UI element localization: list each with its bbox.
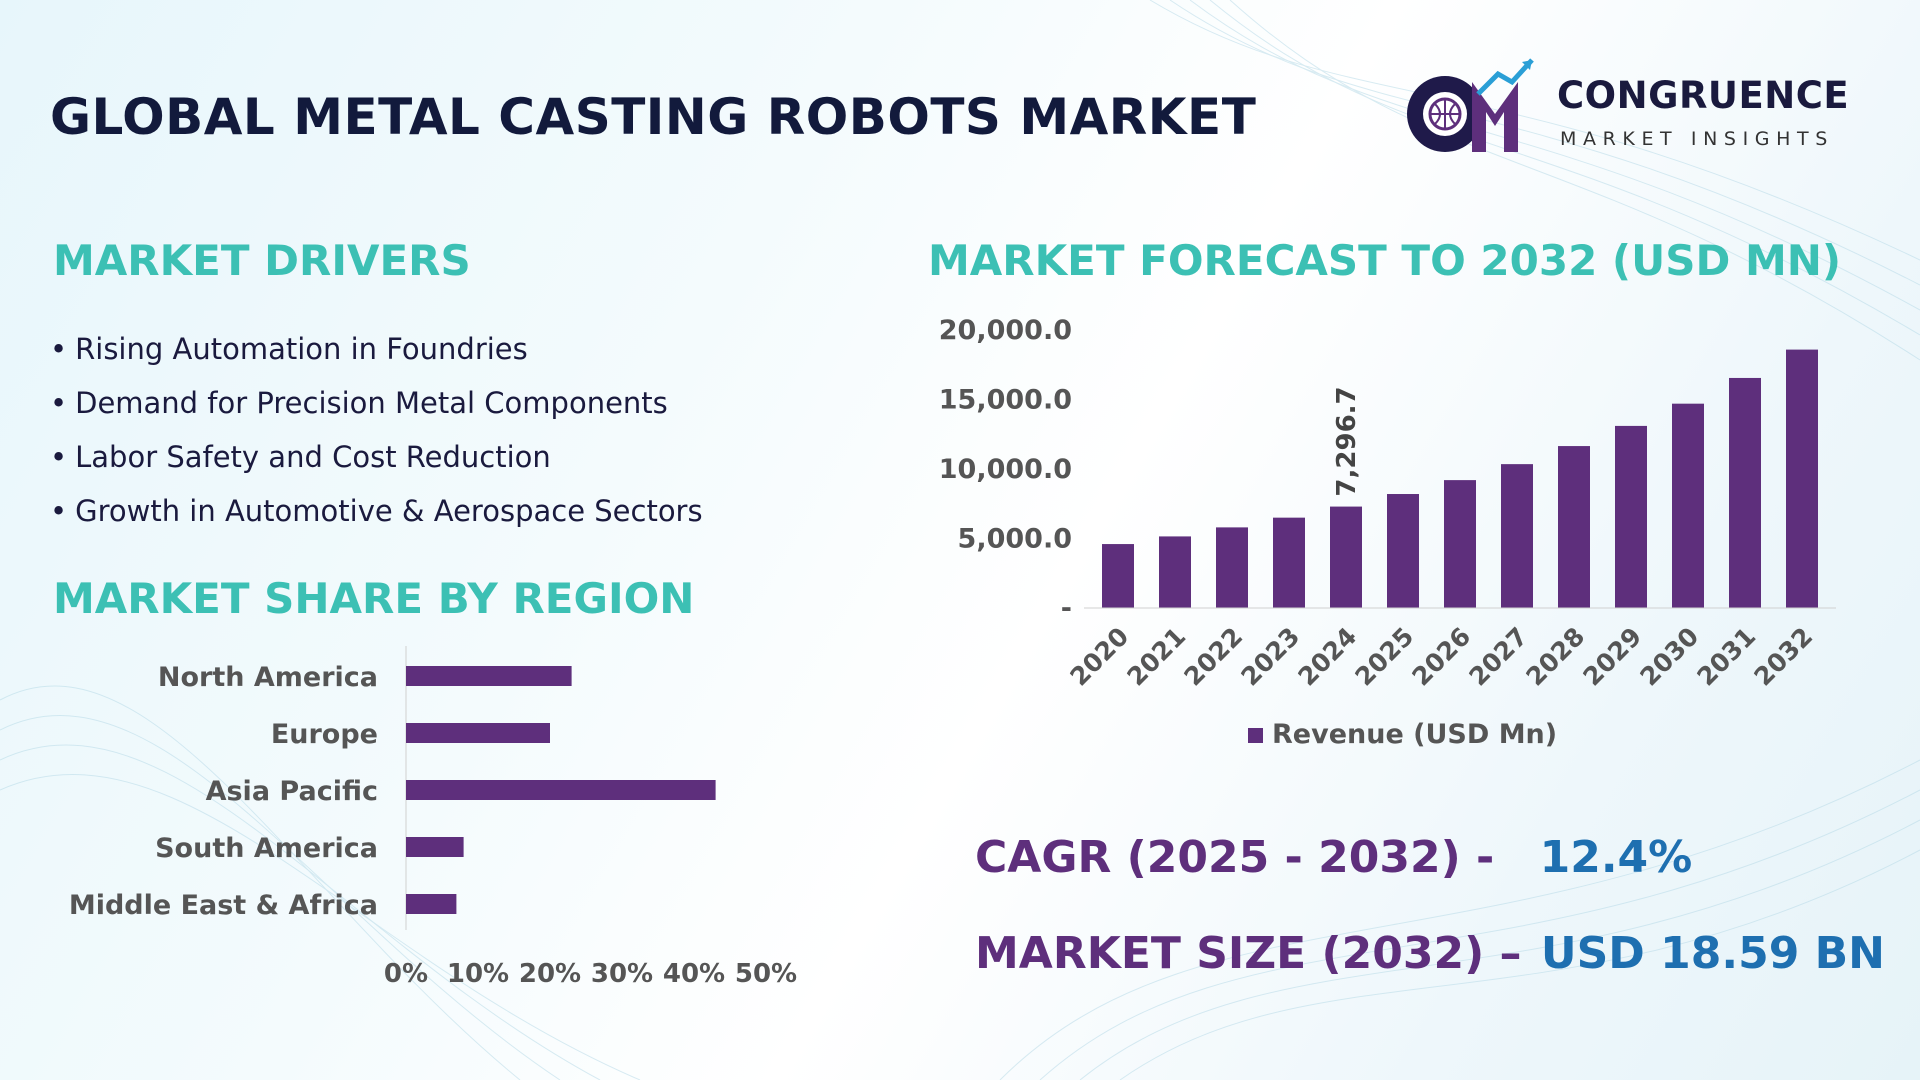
page-title: GLOBAL METAL CASTING ROBOTS MARKET bbox=[50, 88, 1257, 146]
forecast-bar bbox=[1786, 349, 1818, 608]
driver-text: Labor Safety and Cost Reduction bbox=[75, 440, 551, 474]
region-bar bbox=[406, 780, 716, 800]
forecast-x-tick: 2028 bbox=[1521, 622, 1591, 692]
driver-text: Demand for Precision Metal Components bbox=[75, 386, 668, 420]
forecast-x-tick: 2032 bbox=[1749, 622, 1819, 692]
forecast-x-tick: 2029 bbox=[1578, 622, 1648, 692]
forecast-x-tick: 2027 bbox=[1464, 622, 1534, 692]
region-share-chart: North America Europe Asia Pacific South Ame… bbox=[69, 646, 797, 989]
driver-item: • Demand for Precision Metal Components bbox=[50, 376, 703, 430]
bullet: • bbox=[50, 440, 68, 474]
region-label: Asia Pacific bbox=[206, 776, 378, 807]
forecast-x-tick: 2024 bbox=[1293, 622, 1363, 692]
forecast-x-tick: 2026 bbox=[1407, 622, 1477, 692]
forecast-x-tick: 2030 bbox=[1635, 622, 1705, 692]
forecast-x-tick: 2023 bbox=[1236, 622, 1306, 692]
legend-label: Revenue (USD Mn) bbox=[1272, 719, 1557, 750]
logo-name: CONGRUENCE bbox=[1557, 74, 1850, 117]
driver-item: • Rising Automation in Foundries bbox=[50, 322, 703, 376]
forecast-bar bbox=[1387, 494, 1419, 608]
size-label: MARKET SIZE (2032) – bbox=[975, 928, 1522, 979]
bullet: • bbox=[50, 494, 68, 528]
region-label: Europe bbox=[271, 719, 378, 750]
region-label: South America bbox=[155, 833, 378, 864]
region-label: North America bbox=[158, 662, 378, 693]
forecast-y-tick: - bbox=[1061, 593, 1072, 624]
forecast-data-label: 7,296.7 bbox=[1332, 386, 1362, 496]
drivers-list: • Rising Automation in Foundries • Demand … bbox=[50, 322, 703, 538]
forecast-bar bbox=[1159, 536, 1191, 608]
region-bar bbox=[406, 894, 457, 914]
logo-tagline: MARKET INSIGHTS bbox=[1560, 128, 1834, 150]
region-tick-label: 10% bbox=[447, 959, 509, 989]
forecast-bar bbox=[1273, 517, 1305, 608]
forecast-x-tick: 2020 bbox=[1065, 622, 1135, 692]
forecast-x-tick: 2031 bbox=[1692, 622, 1762, 692]
region-tick-label: 50% bbox=[735, 959, 797, 989]
forecast-bar bbox=[1444, 480, 1476, 608]
forecast-bar bbox=[1558, 446, 1590, 608]
cagr-stat: CAGR (2025 - 2032) - 12.4% bbox=[975, 832, 1692, 883]
forecast-bar bbox=[1729, 377, 1761, 608]
company-logo: CONGRUENCE MARKET INSIGHTS bbox=[1400, 52, 1870, 162]
legend-swatch bbox=[1248, 728, 1263, 743]
forecast-bar bbox=[1672, 403, 1704, 608]
forecast-bar bbox=[1102, 544, 1134, 608]
driver-item: • Growth in Automotive & Aerospace Sector… bbox=[50, 484, 703, 538]
region-tick-label: 30% bbox=[591, 959, 653, 989]
forecast-x-tick: 2022 bbox=[1179, 622, 1249, 692]
logo-mark bbox=[1407, 58, 1534, 152]
region-bar bbox=[406, 723, 550, 743]
forecast-x-tick: 2021 bbox=[1122, 622, 1192, 692]
region-bar bbox=[406, 837, 464, 857]
forecast-bar bbox=[1615, 425, 1647, 608]
forecast-y-tick: 5,000.0 bbox=[958, 524, 1072, 555]
market-size-stat: MARKET SIZE (2032) – USD 18.59 BN bbox=[975, 928, 1885, 979]
cagr-label: CAGR (2025 - 2032) - bbox=[975, 832, 1495, 883]
region-heading: MARKET SHARE BY REGION bbox=[53, 574, 695, 623]
bullet: • bbox=[50, 332, 68, 366]
forecast-y-tick: 15,000.0 bbox=[939, 385, 1072, 416]
forecast-y-tick: 10,000.0 bbox=[939, 454, 1072, 485]
driver-text: Rising Automation in Foundries bbox=[75, 332, 528, 366]
region-bar bbox=[406, 666, 572, 686]
forecast-bar bbox=[1330, 506, 1362, 608]
cagr-value: 12.4% bbox=[1539, 832, 1693, 883]
forecast-bar bbox=[1216, 527, 1248, 608]
forecast-chart: - 5,000.0 10,000.0 15,000.0 20,000.0 20202021… bbox=[939, 315, 1836, 750]
region-tick-label: 0% bbox=[384, 959, 428, 989]
forecast-heading: MARKET FORECAST TO 2032 (USD MN) bbox=[928, 236, 1842, 285]
forecast-bar bbox=[1501, 464, 1533, 608]
driver-text: Growth in Automotive & Aerospace Sectors bbox=[75, 494, 703, 528]
driver-item: • Labor Safety and Cost Reduction bbox=[50, 430, 703, 484]
bullet: • bbox=[50, 386, 68, 420]
region-tick-label: 20% bbox=[519, 959, 581, 989]
forecast-x-tick: 2025 bbox=[1350, 622, 1420, 692]
size-value: USD 18.59 BN bbox=[1540, 928, 1885, 979]
forecast-y-tick: 20,000.0 bbox=[939, 315, 1072, 346]
region-label: Middle East & Africa bbox=[69, 890, 378, 921]
drivers-heading: MARKET DRIVERS bbox=[53, 236, 471, 285]
region-tick-label: 40% bbox=[663, 959, 725, 989]
